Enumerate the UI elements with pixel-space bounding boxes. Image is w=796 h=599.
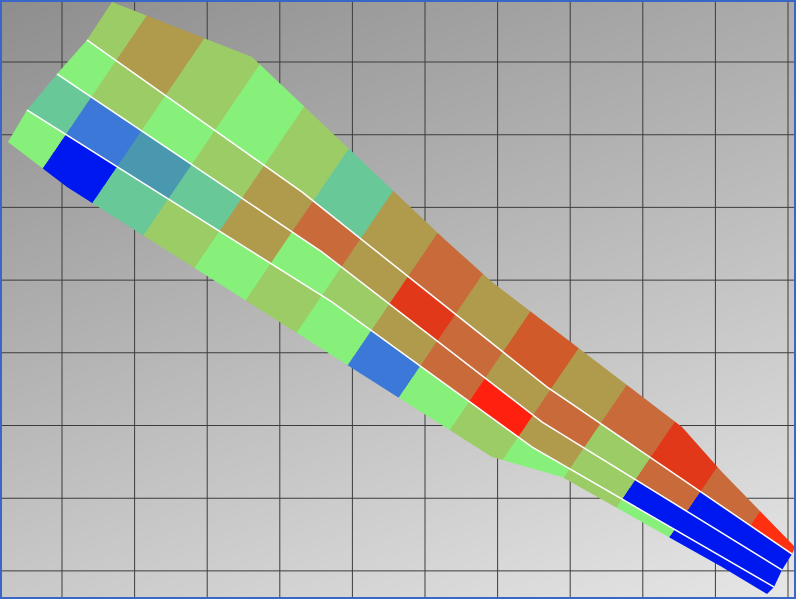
lane-divider-line	[56, 73, 783, 571]
surface-lanes	[8, 2, 794, 594]
surface-lane-1	[87, 2, 794, 554]
surface-lane-3	[27, 74, 782, 587]
surface-lane-4	[8, 110, 774, 594]
surface-lane-2	[57, 40, 792, 570]
lane-divider-line	[26, 109, 775, 588]
lane-divider-line	[86, 39, 793, 555]
lane-dividers	[26, 39, 793, 588]
